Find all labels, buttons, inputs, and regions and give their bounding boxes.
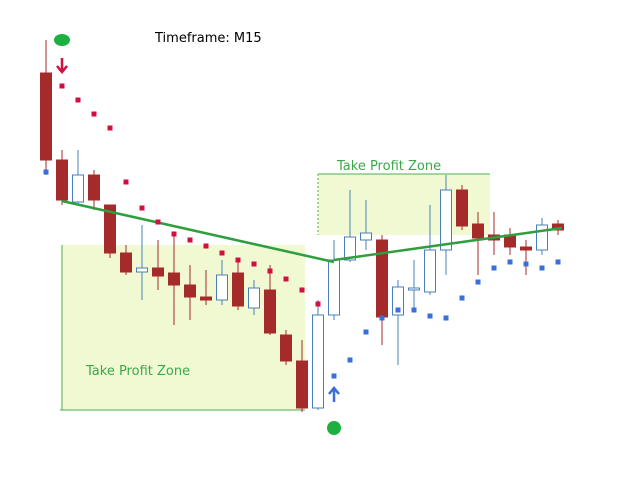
candle-body: [520, 246, 532, 251]
sar-dot: [43, 169, 49, 175]
candle-body: [312, 314, 324, 409]
candle-body: [216, 274, 228, 301]
sar-dot: [75, 97, 81, 103]
candle-body: [88, 174, 100, 201]
candle-body: [120, 252, 132, 273]
sar-dot: [59, 83, 65, 89]
candle-body: [72, 174, 84, 203]
candle-body: [136, 267, 148, 273]
sar-dot: [507, 259, 513, 265]
sar-dot: [203, 243, 209, 249]
sar-dot: [539, 265, 545, 271]
sar-dot: [347, 357, 353, 363]
sar-dot: [251, 261, 257, 267]
sar-dot: [363, 329, 369, 335]
candle-body: [104, 204, 116, 254]
candle-body: [472, 223, 484, 239]
candle-body: [552, 223, 564, 231]
signal-dot: [54, 34, 70, 46]
candle-body: [232, 272, 244, 307]
candle-body: [280, 334, 292, 362]
candle-body: [360, 232, 372, 241]
candle-body: [168, 272, 180, 286]
sar-dot: [155, 219, 161, 225]
sar-dot: [427, 313, 433, 319]
sar-dot: [91, 111, 97, 117]
chart-title: Timeframe: M15: [154, 31, 262, 46]
sar-dot: [123, 179, 129, 185]
trend-line: [333, 226, 563, 262]
sar-dot: [491, 265, 497, 271]
sar-dot: [139, 205, 145, 211]
sar-dot: [107, 125, 113, 131]
candle-body: [424, 249, 436, 293]
candle-body: [56, 159, 68, 201]
sar-dot: [219, 250, 225, 256]
candle-body: [344, 236, 356, 261]
candle-body: [408, 287, 420, 291]
sar-dot: [395, 307, 401, 313]
signal-dot: [327, 421, 341, 435]
candles: [40, 40, 564, 412]
candle-body: [40, 72, 52, 161]
candle-body: [264, 289, 276, 334]
sar-dot: [267, 268, 273, 274]
sar-dot: [235, 257, 241, 263]
candle-body: [392, 286, 404, 316]
sar-dot: [331, 373, 337, 379]
candle-body: [536, 224, 548, 251]
sar-dot: [299, 287, 305, 293]
zone-label: Take Profit Zone: [336, 159, 441, 174]
candle-body: [328, 259, 340, 316]
trend-line: [61, 199, 335, 264]
sar-dot: [443, 315, 449, 321]
candle-body: [440, 189, 452, 251]
candle-body: [296, 360, 308, 409]
sar-dot: [475, 279, 481, 285]
sar-dot: [459, 295, 465, 301]
candle-body: [200, 296, 212, 301]
sar-dot: [379, 315, 385, 321]
buy-arrow: [328, 386, 340, 402]
sar-dot: [283, 276, 289, 282]
candle-body: [456, 189, 468, 227]
sell-arrow: [56, 58, 68, 74]
sar-dot: [411, 307, 417, 313]
sar-dot: [523, 261, 529, 267]
zone-label: Take Profit Zone: [85, 364, 190, 379]
sar-dot: [315, 301, 321, 307]
candle-body: [248, 287, 260, 309]
candle-body: [184, 284, 196, 298]
sar-dot: [171, 231, 177, 237]
candle-body: [152, 267, 164, 277]
sar-dot: [187, 237, 193, 243]
sar-dot: [555, 259, 561, 265]
